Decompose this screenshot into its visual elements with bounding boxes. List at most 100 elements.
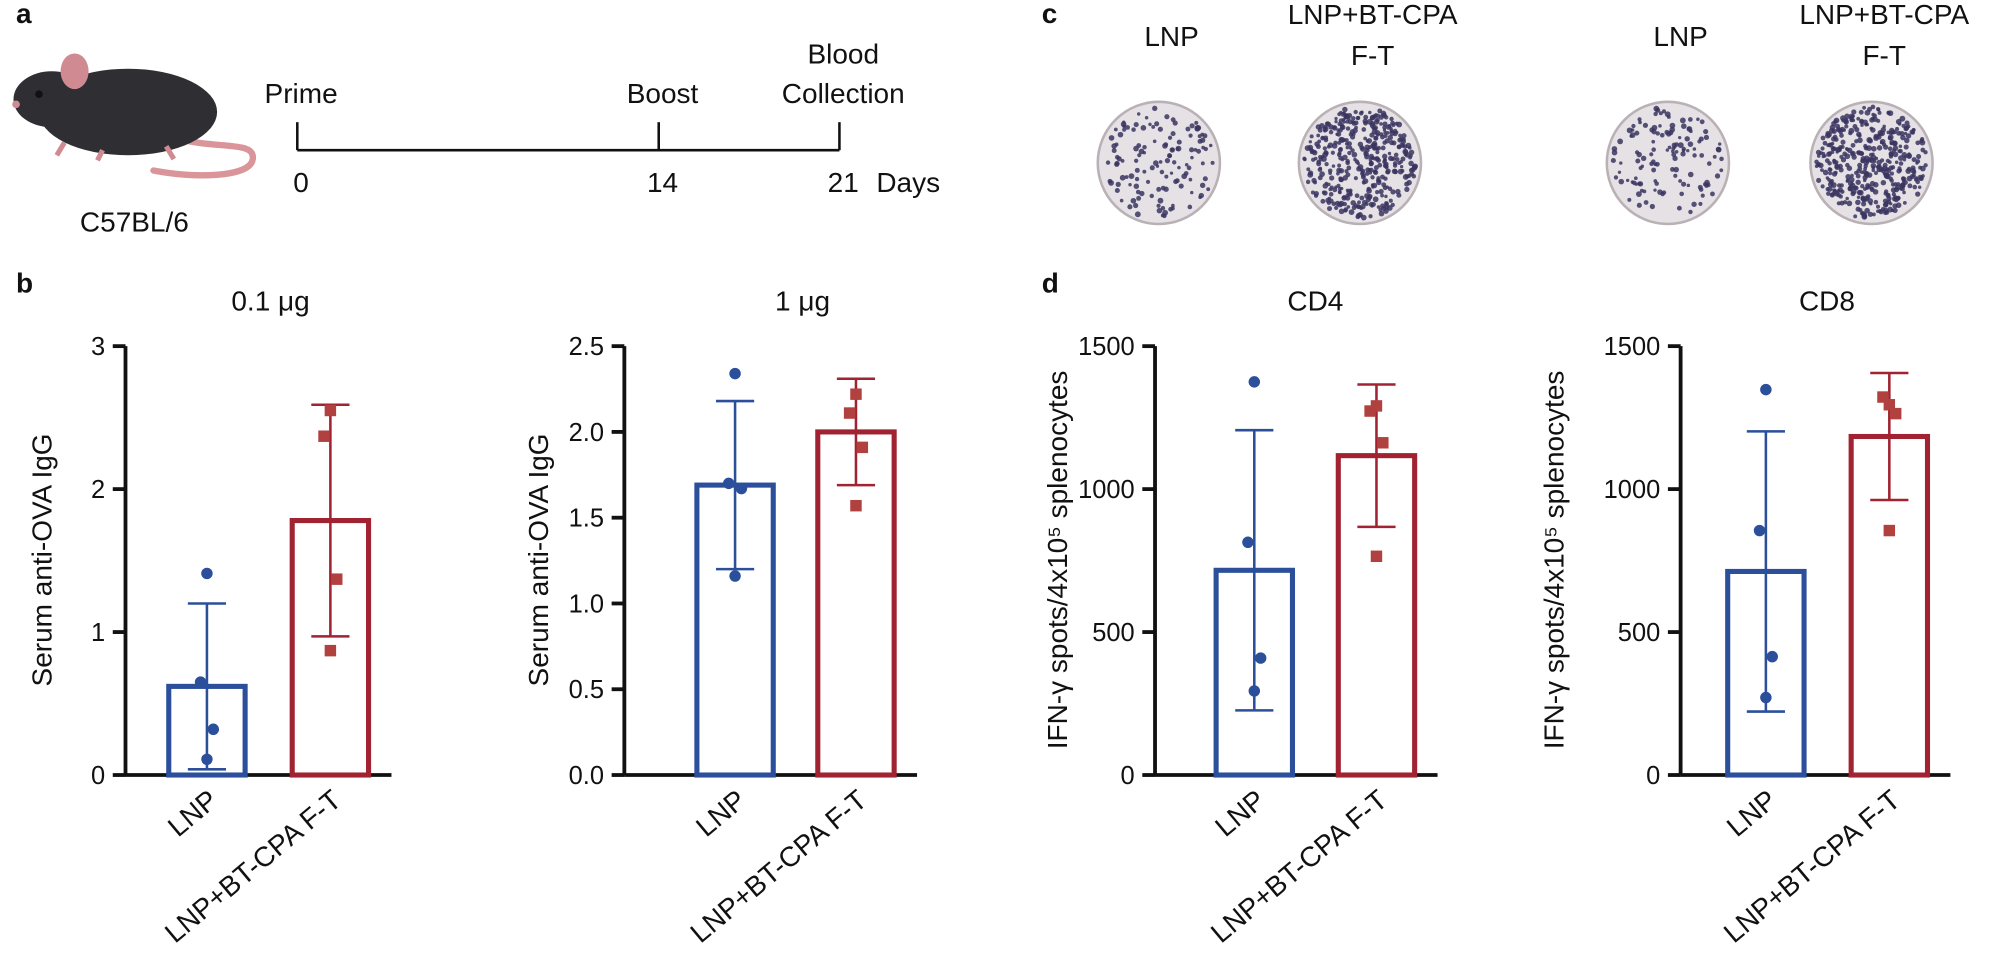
well-spot xyxy=(1870,104,1876,110)
well-spot xyxy=(1387,134,1393,141)
y-tick-label: 2.5 xyxy=(569,333,604,361)
well-spot xyxy=(1400,168,1405,173)
well-spot xyxy=(1164,157,1171,164)
well-spot xyxy=(1651,147,1656,152)
well-spot xyxy=(1305,179,1311,185)
well-spot xyxy=(1869,202,1873,206)
well-spot xyxy=(1159,169,1165,175)
well-spot xyxy=(1317,167,1323,172)
well-spot xyxy=(1362,178,1369,184)
well-spot xyxy=(1894,160,1899,165)
well-spot xyxy=(1149,165,1155,171)
well-spot xyxy=(1133,183,1140,189)
well-spot xyxy=(1655,107,1661,113)
well-spot xyxy=(1902,200,1907,205)
well-spot xyxy=(1114,154,1120,160)
well-spot xyxy=(1820,146,1825,151)
well-spot xyxy=(1319,171,1325,177)
well-spot xyxy=(1190,190,1194,195)
well-spot xyxy=(1184,162,1189,167)
well-spot xyxy=(1664,129,1670,135)
well-spot xyxy=(1840,115,1846,121)
well-spot xyxy=(1351,205,1357,211)
well-spot xyxy=(1375,190,1380,195)
well-spot xyxy=(1346,165,1352,171)
well-spot xyxy=(1848,113,1854,119)
well-spot xyxy=(1828,127,1835,134)
well-spot xyxy=(1339,137,1346,143)
well-spot xyxy=(1194,120,1199,125)
well-spot xyxy=(1352,132,1356,136)
well-spot xyxy=(1190,155,1194,160)
x-tick-label: LNP xyxy=(1209,784,1271,843)
well-spot xyxy=(1661,190,1667,195)
well-spot xyxy=(1822,169,1829,176)
error-bar xyxy=(1746,430,1785,713)
well-spot xyxy=(1199,182,1206,189)
well-spot xyxy=(1364,171,1370,176)
y-tick-label: 500 xyxy=(1092,619,1134,647)
well-spot xyxy=(1351,151,1358,158)
well-spot xyxy=(1124,175,1129,179)
well-spot xyxy=(1328,171,1332,175)
well-spot xyxy=(1671,149,1675,154)
well-spot xyxy=(1916,154,1922,160)
well-spot xyxy=(1393,152,1399,158)
well-spot xyxy=(1839,126,1845,132)
well-spot xyxy=(1131,127,1136,132)
well-spot xyxy=(1699,119,1705,125)
well-spot xyxy=(1378,188,1384,195)
well-spot xyxy=(1642,122,1649,128)
well-spot xyxy=(1876,107,1881,112)
well-spot xyxy=(1157,126,1163,132)
well-spot xyxy=(1885,168,1891,174)
well-spot xyxy=(1888,131,1893,136)
well-spot xyxy=(1181,173,1188,180)
well-spot xyxy=(1366,187,1372,194)
well-spot xyxy=(1862,105,1866,110)
well-spot xyxy=(1368,214,1373,219)
well-spot xyxy=(1327,206,1333,212)
well-spot xyxy=(1634,130,1640,136)
well-spot xyxy=(1885,192,1891,199)
well-spot xyxy=(1375,150,1380,155)
well-spot xyxy=(1376,179,1382,186)
well-spot xyxy=(1886,110,1891,115)
well-spot xyxy=(1146,179,1151,184)
well-spot xyxy=(1871,168,1876,173)
well-spot xyxy=(1867,172,1873,178)
well-spot xyxy=(1617,138,1624,145)
well-spot xyxy=(1845,196,1849,201)
well-spot xyxy=(1360,110,1364,114)
well-spot xyxy=(1200,137,1206,143)
well-spot xyxy=(1698,201,1703,206)
well-spot xyxy=(1151,125,1156,129)
well-spot xyxy=(1853,185,1859,191)
well-spot xyxy=(1901,176,1907,182)
well-spot xyxy=(1691,201,1697,207)
well-spot xyxy=(1351,120,1357,126)
well-spot xyxy=(1638,166,1643,171)
chart-title: CD8 xyxy=(1799,286,1855,317)
well-spot xyxy=(1405,142,1412,149)
well-spot xyxy=(1302,156,1307,161)
well-spot xyxy=(1312,149,1317,154)
well-spot xyxy=(1670,167,1675,172)
well-spot xyxy=(1706,161,1712,166)
well-spot xyxy=(1840,157,1847,163)
well-spot xyxy=(1839,133,1844,138)
well-spot xyxy=(1625,178,1630,183)
event-label: Boost xyxy=(627,78,699,109)
well-spot xyxy=(1357,200,1361,205)
data-point xyxy=(324,644,337,657)
well-spot xyxy=(1669,126,1676,133)
well-spot xyxy=(1904,137,1910,144)
well-spot xyxy=(1328,191,1334,197)
well-spot xyxy=(1331,201,1337,207)
well-spot xyxy=(1323,128,1327,133)
well-spot xyxy=(1338,146,1343,151)
well-spot xyxy=(1617,170,1622,174)
data-point xyxy=(1883,399,1896,411)
well-spot xyxy=(1911,157,1917,163)
